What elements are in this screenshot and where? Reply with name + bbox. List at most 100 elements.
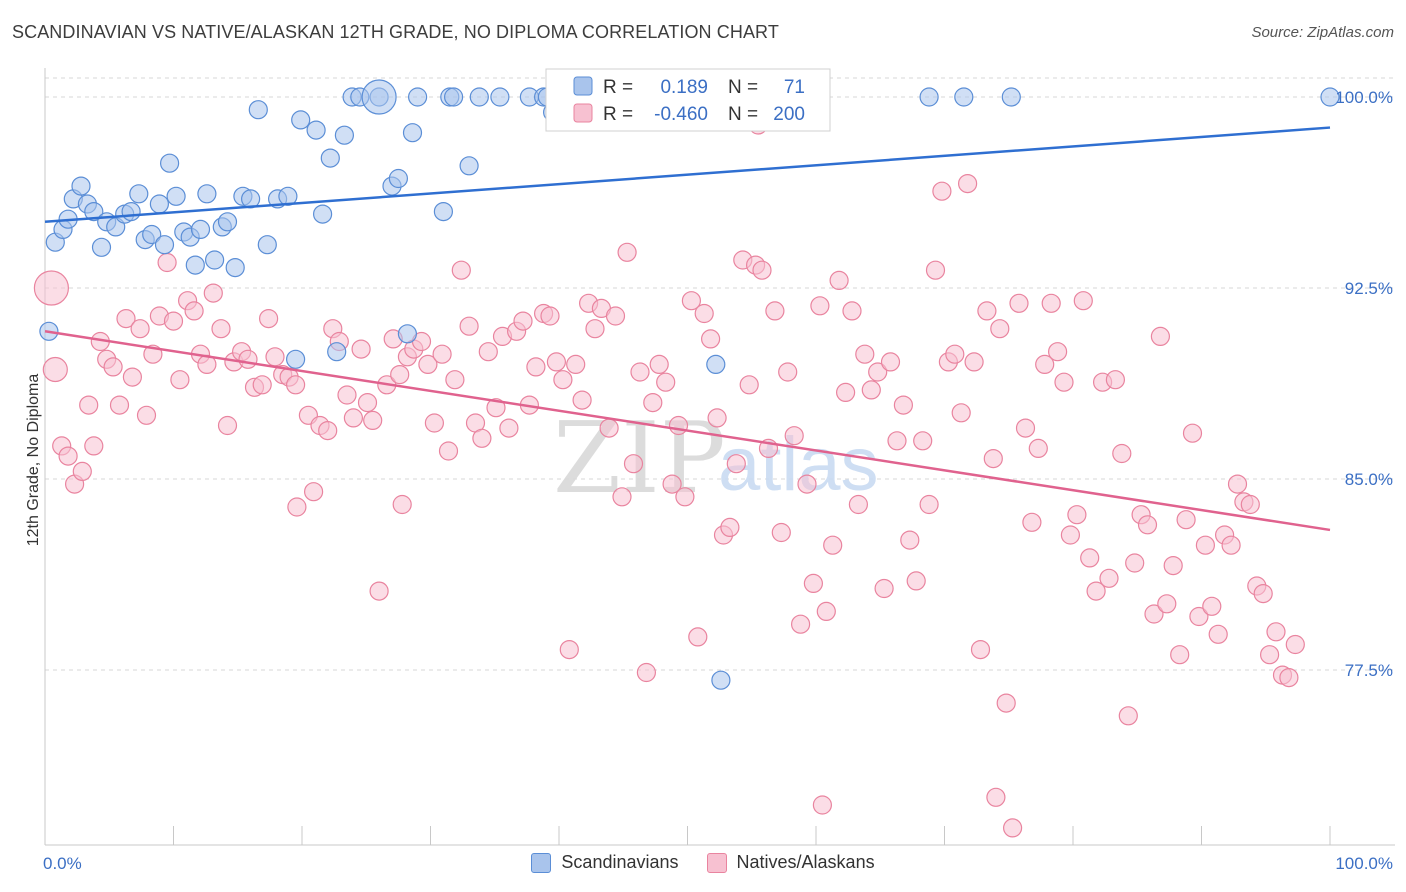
natives-point bbox=[136, 405, 157, 425]
natives-point bbox=[1073, 291, 1093, 311]
legend-n-label-1: N = bbox=[728, 77, 758, 98]
natives-point bbox=[1047, 342, 1068, 362]
legend-item-natives[interactable]: Natives/Alaskans bbox=[706, 852, 875, 873]
natives-point bbox=[649, 354, 669, 374]
natives-point bbox=[72, 461, 92, 481]
scandinavian-point bbox=[84, 202, 104, 222]
scandinavian-point bbox=[197, 184, 217, 204]
natives-point bbox=[572, 390, 592, 410]
natives-point bbox=[1086, 581, 1106, 601]
natives-point bbox=[33, 270, 70, 306]
natives-point bbox=[1080, 548, 1100, 568]
natives-point bbox=[726, 454, 746, 474]
natives-point bbox=[1035, 354, 1055, 374]
y-axis-title: 12th Grade, No Diploma bbox=[25, 374, 42, 547]
natives-point bbox=[668, 415, 689, 436]
scandinavian-point bbox=[388, 168, 408, 189]
natives-point bbox=[1118, 706, 1138, 726]
natives-point bbox=[1208, 624, 1228, 644]
natives-point bbox=[103, 357, 123, 377]
natives-point bbox=[599, 418, 619, 438]
natives-point bbox=[1137, 515, 1158, 535]
natives-point bbox=[363, 410, 383, 430]
natives-point bbox=[84, 436, 104, 456]
legend-item-scandinavians[interactable]: Scandinavians bbox=[531, 852, 679, 873]
scandinavian-point bbox=[1320, 87, 1340, 107]
natives-point bbox=[217, 415, 238, 436]
natives-point bbox=[932, 181, 952, 201]
natives-point bbox=[675, 487, 695, 507]
natives-point bbox=[623, 454, 644, 474]
natives-point bbox=[816, 601, 836, 622]
natives-point bbox=[1041, 293, 1061, 313]
natives-point bbox=[739, 375, 759, 395]
natives-point bbox=[540, 306, 560, 326]
x-tick-label: 100.0% bbox=[1335, 854, 1393, 873]
scandinavian-point bbox=[954, 87, 974, 107]
legend-label-scandinavians: Scandinavians bbox=[561, 852, 679, 872]
natives-point bbox=[585, 319, 605, 339]
scandinavian-point bbox=[490, 87, 510, 107]
natives-point bbox=[116, 309, 136, 329]
natives-point bbox=[157, 252, 177, 273]
natives-point bbox=[1105, 370, 1126, 390]
natives-point bbox=[287, 497, 307, 517]
scandinavian-point bbox=[469, 87, 489, 107]
natives-point bbox=[662, 474, 682, 494]
natives-point bbox=[720, 517, 740, 538]
natives-point bbox=[803, 573, 824, 594]
natives-point bbox=[1170, 645, 1190, 665]
natives-point bbox=[957, 174, 978, 194]
natives-point bbox=[1060, 525, 1081, 545]
natives-point bbox=[513, 311, 533, 331]
natives-point bbox=[913, 431, 933, 451]
natives-point bbox=[286, 375, 306, 395]
natives-point bbox=[893, 395, 914, 415]
y-tick-label: 85.0% bbox=[1345, 470, 1393, 489]
natives-point bbox=[499, 418, 519, 438]
natives-point bbox=[1221, 535, 1241, 555]
scandinavian-point bbox=[190, 219, 211, 239]
scandinavian-point bbox=[129, 184, 149, 204]
natives-point bbox=[472, 428, 492, 448]
legend-r-label-2: R = bbox=[603, 104, 633, 125]
natives-point bbox=[812, 795, 833, 815]
natives-point bbox=[681, 291, 702, 311]
scandinavian-point bbox=[121, 202, 141, 222]
natives-point bbox=[1009, 293, 1029, 313]
natives-point bbox=[874, 578, 894, 599]
natives-point bbox=[553, 370, 573, 390]
legend-r-value-2: -0.460 bbox=[654, 104, 708, 125]
natives-point bbox=[990, 319, 1010, 339]
natives-point bbox=[617, 242, 637, 262]
scandinavian-point bbox=[327, 342, 347, 362]
scandinavians-points bbox=[39, 79, 1340, 690]
natives-point bbox=[478, 342, 498, 362]
legend-n-label-2: N = bbox=[728, 104, 758, 125]
natives-point bbox=[797, 474, 817, 494]
scandinavian-point bbox=[286, 349, 306, 369]
natives-point bbox=[861, 380, 881, 400]
scandinavian-point bbox=[1001, 87, 1021, 107]
natives-point bbox=[1202, 596, 1222, 616]
source-credit: Source: ZipAtlas.com bbox=[1251, 24, 1394, 41]
natives-point bbox=[986, 787, 1006, 807]
natives-point bbox=[1125, 553, 1145, 573]
legend-r-value-1: 0.189 bbox=[660, 77, 708, 98]
natives-point bbox=[906, 571, 926, 591]
bottom-legend: Scandinavians Natives/Alaskans bbox=[0, 852, 1406, 873]
natives-point bbox=[203, 283, 223, 303]
scandinavian-point bbox=[185, 255, 205, 275]
scandinavian-point bbox=[71, 176, 91, 196]
natives-point bbox=[707, 408, 727, 428]
legend-n-value-1: 71 bbox=[784, 77, 805, 98]
natives-point bbox=[1015, 418, 1036, 438]
legend-swatch-blue bbox=[531, 852, 552, 873]
y-tick-label: 77.5% bbox=[1345, 661, 1393, 680]
natives-point bbox=[765, 301, 785, 321]
scandinavian-point bbox=[408, 87, 428, 107]
natives-point bbox=[1067, 505, 1087, 525]
natives-point bbox=[1112, 443, 1132, 464]
natives-point bbox=[259, 309, 279, 329]
